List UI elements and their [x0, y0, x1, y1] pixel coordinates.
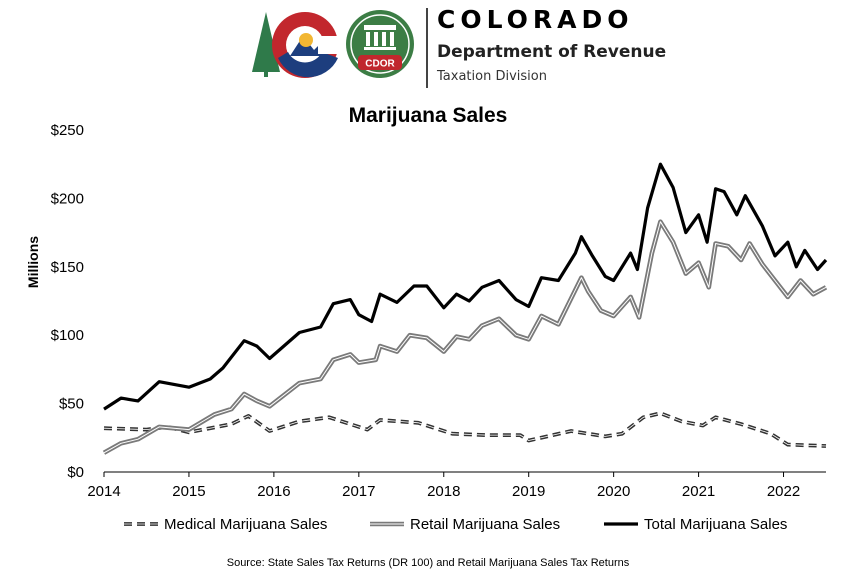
chart-source: Source: State Sales Tax Returns (DR 100)…: [227, 557, 630, 569]
legend-label: Medical Marijuana Sales: [164, 516, 327, 533]
retail-marijuana-sales-line-inner: [103, 221, 827, 454]
x-tick-label: 2017: [342, 483, 375, 500]
x-ticks: 2014 2015 2016 2017 2018 2019 2020 2021 2022: [87, 472, 800, 500]
x-tick-label: 2015: [172, 483, 205, 500]
series-group: [102, 162, 828, 455]
legend-label: Total Marijuana Sales: [644, 516, 787, 533]
org-state: COLORADO: [437, 5, 634, 34]
x-tick-label: 2014: [87, 483, 120, 500]
x-tick-label: 2022: [767, 483, 800, 500]
x-tick-label: 2019: [512, 483, 545, 500]
total-marijuana-sales-line: [103, 162, 828, 411]
y-tick-label: $100: [51, 327, 84, 344]
logo-area: CDOR: [252, 10, 414, 78]
org-division: Taxation Division: [437, 69, 547, 84]
y-ticks: $0 $50 $100 $150 $200 $250: [51, 122, 84, 481]
y-axis-label: Millions: [25, 236, 41, 288]
x-tick-label: 2018: [427, 483, 460, 500]
cdor-badge-text: CDOR: [365, 59, 395, 70]
legend: Medical Marijuana Sales Retail Marijuana …: [124, 516, 787, 533]
y-tick-label: $150: [51, 259, 84, 276]
x-tick-label: 2021: [682, 483, 715, 500]
y-tick-label: $250: [51, 122, 84, 139]
colorado-state-logo-icon: [252, 12, 340, 78]
cdor-seal-icon: CDOR: [346, 10, 414, 78]
y-tick-label: $200: [51, 190, 84, 207]
chart-title: Marijuana Sales: [349, 104, 508, 127]
x-tick-label: 2020: [597, 483, 630, 500]
org-department: Department of Revenue: [437, 42, 667, 62]
header-divider: [426, 8, 428, 88]
header: CDOR COLORADO Department of Revenue Taxa…: [0, 0, 860, 95]
legend-label: Retail Marijuana Sales: [410, 516, 560, 533]
y-tick-label: $50: [59, 396, 84, 413]
x-tick-label: 2016: [257, 483, 290, 500]
org-text: COLORADO Department of Revenue Taxation …: [437, 6, 666, 85]
y-tick-label: $0: [67, 464, 84, 481]
